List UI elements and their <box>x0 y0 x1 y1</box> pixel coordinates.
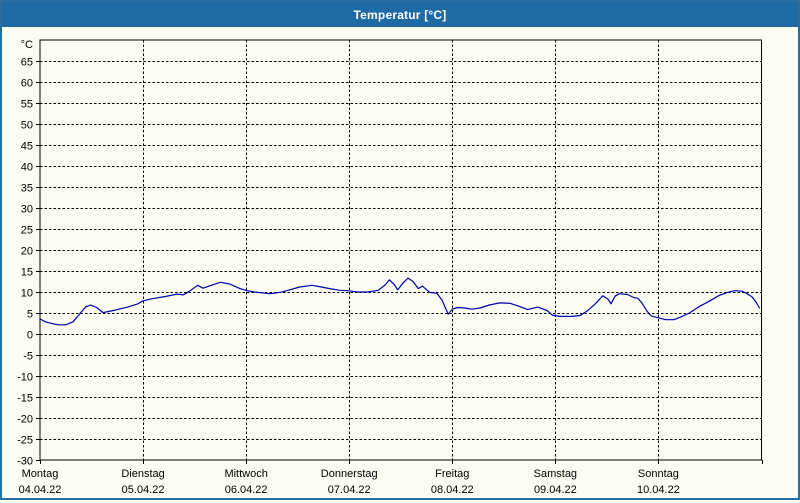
y-tick-label: 25 <box>21 225 33 237</box>
y-tick-label: 35 <box>21 183 33 195</box>
y-tick-label: 20 <box>21 246 33 258</box>
y-tick-label: -20 <box>17 414 33 426</box>
y-tick-label: 5 <box>27 309 33 321</box>
gridlines <box>40 40 762 460</box>
chart-svg: 65605550454035302520151050-5-10-15-20-25… <box>17 39 763 496</box>
y-tick-label: -5 <box>23 351 33 363</box>
x-day-label: Mittwoch <box>224 468 267 480</box>
y-tick-label: 0 <box>27 330 33 342</box>
y-tick-label: -30 <box>17 456 33 468</box>
x-date-label: 04.04.22 <box>19 484 62 496</box>
x-day-label: Dienstag <box>121 468 164 480</box>
x-date-label: 06.04.22 <box>225 484 268 496</box>
y-tick-label: 15 <box>21 267 33 279</box>
axis-ticks <box>36 61 763 464</box>
x-date-label: 09.04.22 <box>534 484 577 496</box>
y-tick-label: 65 <box>21 57 33 69</box>
chart-area: 65 60 55 50 45 40 35 30 25 20 15 10 5 0 -5 -10 -15 -20 -25… <box>2 27 798 498</box>
y-tick-label: 60 <box>21 78 33 90</box>
x-day-label: Sonntag <box>638 468 679 480</box>
y-tick-label: 10 <box>21 288 33 300</box>
y-tick-label: 30 <box>21 204 33 216</box>
y-unit-label: °C <box>21 39 33 51</box>
y-tick-label: 40 <box>21 162 33 174</box>
temperature-series-line <box>39 277 760 326</box>
y-tick-label: 50 <box>21 120 33 132</box>
x-day-label: Freitag <box>435 468 469 480</box>
x-day-label: Montag <box>22 468 59 480</box>
y-tick-label: 55 <box>21 99 33 111</box>
y-tick-label: -25 <box>17 435 33 447</box>
x-date-label: 07.04.22 <box>328 484 371 496</box>
axis-labels: 65605550454035302520151050-5-10-15-20-25… <box>17 39 680 496</box>
y-tick-label: -10 <box>17 372 33 384</box>
x-date-label: 08.04.22 <box>431 484 474 496</box>
x-date-label: 10.04.22 <box>637 484 680 496</box>
chart-title: Temperatur [°C] <box>353 7 447 22</box>
y-tick-label: 45 <box>21 141 33 153</box>
x-date-label: 05.04.22 <box>122 484 165 496</box>
x-day-label: Donnerstag <box>321 468 378 480</box>
x-day-label: Samstag <box>534 468 577 480</box>
y-tick-label: -15 <box>17 393 33 405</box>
title-bar: Temperatur [°C] <box>2 2 798 27</box>
